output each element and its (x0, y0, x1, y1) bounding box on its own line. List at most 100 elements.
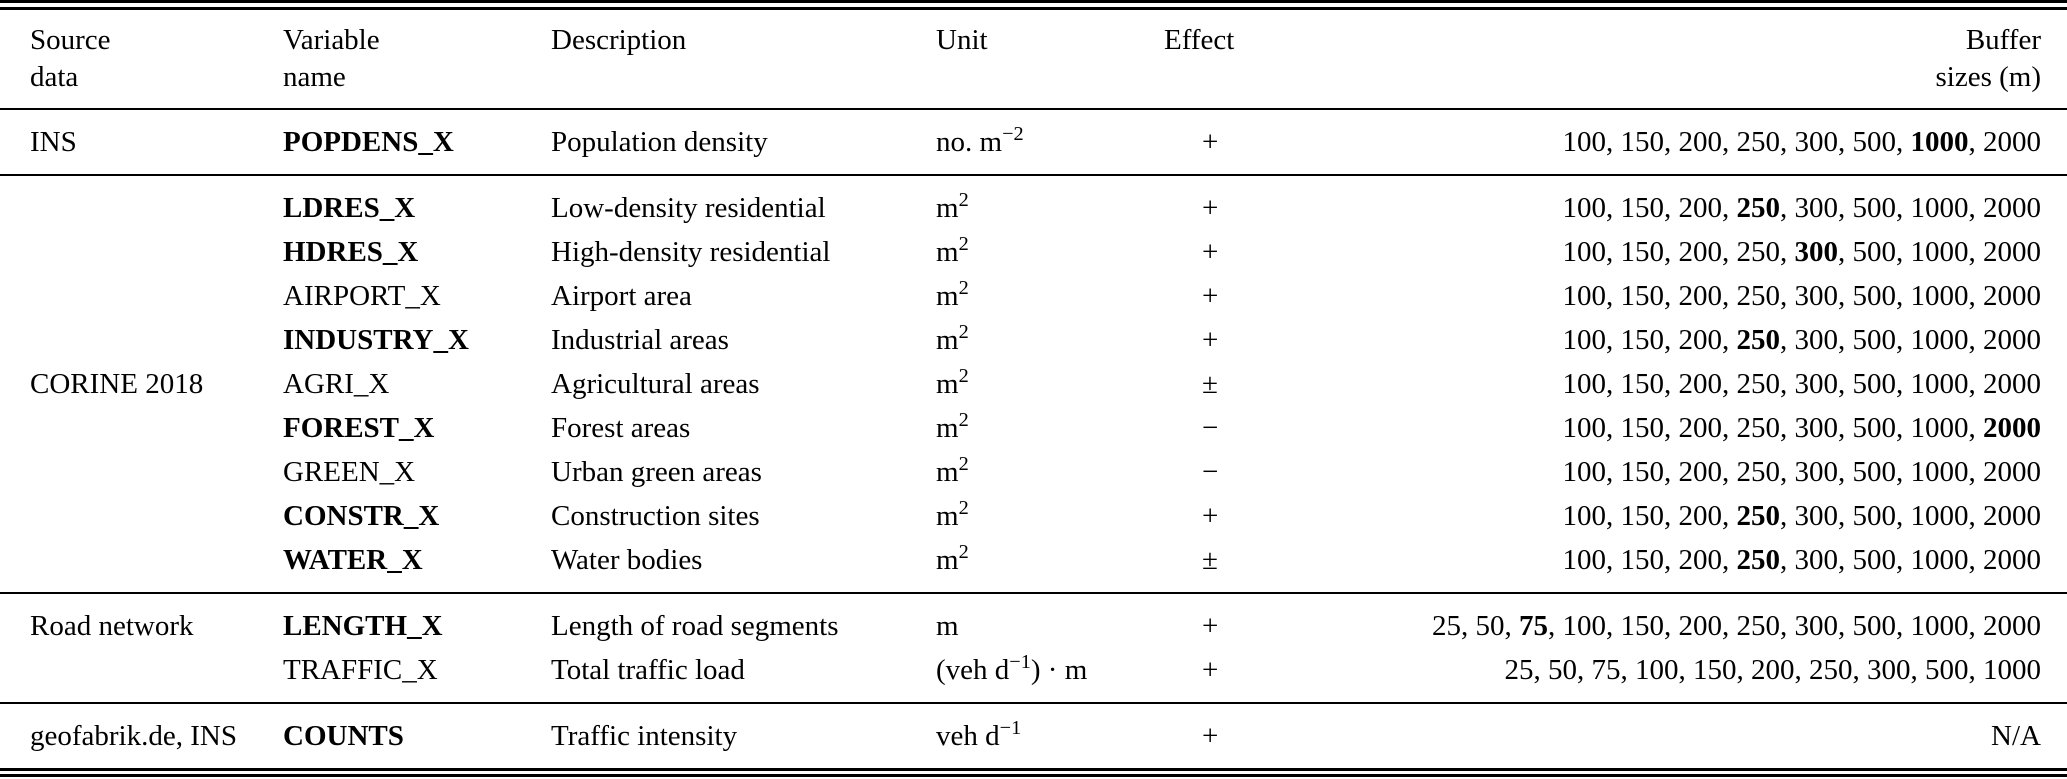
variable-name-cell: GREEN_X (283, 456, 416, 488)
variable-name-cell: HDRES_X (283, 236, 419, 268)
table-row: AIRPORT_X Airport area m2 +100, 150, 200, 2… (0, 274, 2067, 318)
effect-cell: + (1202, 654, 1219, 686)
selected-buffer-size: 1000 (1910, 126, 1969, 158)
table-row: WATER_X Water bodies m2 ±100, 150, 200, 250… (0, 538, 2067, 593)
column-header-line1: Source (30, 24, 111, 56)
selected-buffer-size: 300 (1794, 236, 1839, 268)
description-cell: Agricultural areas (551, 368, 760, 400)
description-cell: Urban green areas (551, 456, 762, 488)
column-header-description: Description (551, 5, 936, 110)
buffer-sizes-cell: 25, 50, 75, 100, 150, 200, 250, 300, 500… (1432, 610, 2041, 642)
column-header-line2: sizes (m) (1935, 61, 2042, 93)
buffer-sizes-cell: N/A (1991, 720, 2041, 752)
unit-superscript: 2 (958, 189, 969, 212)
table-row: HDRES_X High-density residential m2 +100, 1… (0, 230, 2067, 274)
unit-superscript: −1 (1009, 651, 1031, 674)
unit-cell: m2 (936, 541, 969, 576)
unit-cell: no. m−2 (936, 123, 1024, 158)
table-row: geofabrik.de, INS COUNTS Traffic intensity… (0, 703, 2067, 773)
description-cell: Traffic intensity (551, 720, 738, 752)
unit-cell: m2 (936, 277, 969, 312)
selected-buffer-size: 250 (1736, 192, 1781, 224)
description-cell: High-density residential (551, 236, 831, 268)
description-cell: Length of road segments (551, 610, 839, 642)
effect-cell: − (1202, 456, 1219, 488)
unit-superscript: 2 (958, 233, 969, 256)
unit-cell: m2 (936, 233, 969, 268)
column-header-buffer: Buffer sizes (m) (1294, 5, 2067, 110)
description-cell: Water bodies (551, 544, 703, 576)
variable-name-cell: AGRI_X (283, 368, 390, 400)
variable-name-cell: WATER_X (283, 544, 423, 576)
column-header-unit: Unit (936, 5, 1164, 110)
variable-name-cell: CONSTR_X (283, 500, 440, 532)
variable-name-cell: TRAFFIC_X (283, 654, 438, 686)
buffer-sizes-cell: 100, 150, 200, 250, 300, 500, 1000, 2000 (1562, 324, 2042, 356)
unit-cell: m2 (936, 453, 969, 488)
column-header-line1: Unit (936, 24, 988, 56)
variable-name-cell: COUNTS (283, 720, 404, 752)
effect-cell: + (1202, 324, 1219, 356)
effect-cell: + (1202, 500, 1219, 532)
unit-superscript: 2 (958, 365, 969, 388)
unit-superscript: 2 (958, 453, 969, 476)
effect-cell: + (1202, 126, 1219, 158)
table-row: INDUSTRY_X Industrial areas m2 +100, 150, 2… (0, 318, 2067, 362)
unit-cell: m2 (936, 409, 969, 444)
header-row: Source data Variable name Description Unit Eff… (0, 5, 2067, 110)
variable-name-cell: AIRPORT_X (283, 280, 441, 312)
column-header-variable: Variable name (283, 5, 551, 110)
unit-superscript: 2 (958, 321, 969, 344)
table-row: AGRI_X Agricultural areas m2 ±100, 150, 200… (0, 362, 2067, 406)
unit-superscript: 2 (958, 277, 969, 300)
buffer-sizes-cell: 100, 150, 200, 250, 300, 500, 1000, 2000 (1562, 280, 2042, 312)
table-row: CORINE 2018 LDRES_X Low-density residentia… (0, 175, 2067, 400)
unit-cell: veh d−1 (936, 717, 1022, 752)
source-data-cell: Road network (30, 610, 194, 642)
description-cell: Airport area (551, 280, 692, 312)
unit-cell: m2 (936, 189, 969, 224)
description-cell: Total traffic load (551, 654, 745, 686)
table-row: FOREST_X Forest areas m2 − 100, 150, 200, 25… (0, 406, 2067, 450)
table-header: Source data Variable name Description Unit Eff… (0, 5, 2067, 110)
buffer-sizes-cell: 100, 150, 200, 250, 300, 500, 1000, 2000 (1562, 500, 2042, 532)
variable-name-cell: POPDENS_X (283, 126, 454, 158)
selected-buffer-size: 2000 (1983, 412, 2041, 444)
unit-cell: m (936, 610, 959, 642)
buffer-sizes-cell: 100, 150, 200, 250, 300, 500, 1000, 2000 (1562, 544, 2042, 576)
selected-buffer-size: 250 (1736, 544, 1781, 576)
variable-name-cell: FOREST_X (283, 412, 435, 444)
column-header-effect: Effect (1164, 5, 1294, 110)
effect-cell: + (1202, 236, 1219, 268)
table-row: Road network LENGTH_X Length of road segme… (0, 593, 2067, 648)
buffer-sizes-cell: 100, 150, 200, 250, 300, 500, 1000, 2000 (1562, 236, 2042, 268)
effect-cell: + (1202, 280, 1219, 312)
selected-buffer-size: 250 (1736, 324, 1781, 356)
column-header-line1: Description (551, 24, 687, 56)
description-cell: Population density (551, 126, 768, 158)
buffer-sizes-cell: 25, 50, 75, 100, 150, 200, 250, 300, 500… (1504, 654, 2042, 686)
unit-superscript: −1 (999, 717, 1022, 740)
source-data-cell: geofabrik.de, INS (30, 720, 237, 752)
table-row: TRAFFIC_X Total traffic load (veh d−1) · m… (0, 648, 2067, 703)
source-data-cell: CORINE 2018 (30, 368, 204, 400)
selected-buffer-size: 250 (1736, 500, 1781, 532)
unit-superscript: 2 (958, 409, 969, 432)
column-header-line1: Effect (1164, 24, 1235, 56)
column-header-line1: Variable (283, 24, 380, 56)
buffer-sizes-cell: 100, 150, 200, 250, 300, 500, 1000, 2000 (1562, 368, 2042, 400)
variable-name-cell: LDRES_X (283, 192, 416, 224)
unit-cell: m2 (936, 365, 969, 400)
unit-superscript: 2 (958, 497, 969, 520)
column-header-line1: Buffer (1965, 24, 2041, 56)
buffer-sizes-cell: 100, 150, 200, 250, 300, 500, 1000, 2000 (1562, 192, 2042, 224)
effect-cell: ± (1202, 368, 1218, 400)
unit-superscript: 2 (958, 541, 969, 564)
table-row: INS POPDENS_X Population density no. m−2 +10… (0, 109, 2067, 175)
unit-cell: m2 (936, 321, 969, 356)
effect-cell: + (1202, 720, 1219, 752)
buffer-sizes-cell: 100, 150, 200, 250, 300, 500, 1000, 2000 (1562, 126, 2042, 158)
effect-cell: − (1202, 412, 1219, 444)
